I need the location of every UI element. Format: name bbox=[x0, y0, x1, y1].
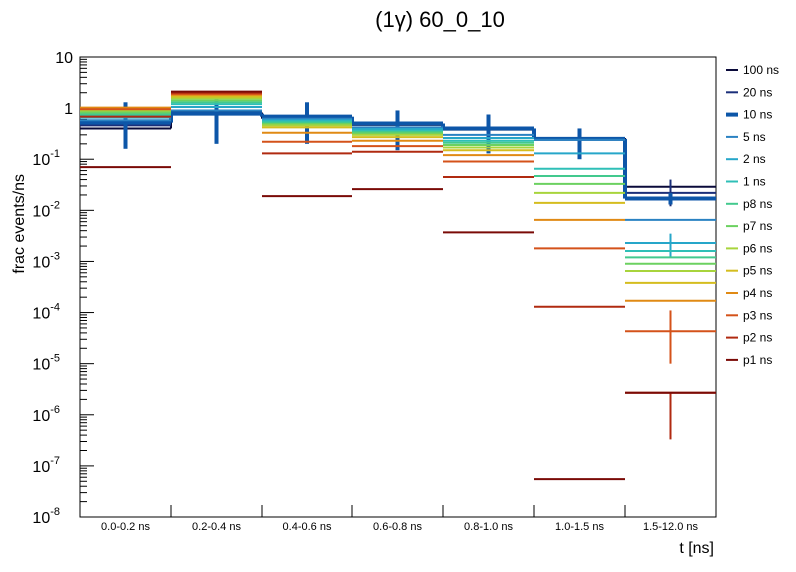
y-tick-label: 10-7 bbox=[32, 455, 60, 476]
legend-item: 1 ns bbox=[726, 175, 766, 189]
series-p3-ns bbox=[80, 92, 716, 364]
y-tick-label: 10 bbox=[55, 50, 73, 67]
legend-item: 20 ns bbox=[726, 85, 772, 99]
legend: 100 ns 20 ns 10 ns 5 ns 2 ns 1 ns p8 ns p7 ns p6… bbox=[726, 63, 779, 367]
x-tick-label: 1.0-1.5 ns bbox=[555, 521, 604, 533]
x-tick-label: 0.8-1.0 ns bbox=[464, 521, 513, 533]
legend-label: 1 ns bbox=[743, 175, 766, 189]
y-tick-label: 10-8 bbox=[32, 506, 60, 527]
series-p1-ns bbox=[80, 90, 716, 481]
legend-label: p7 ns bbox=[743, 219, 772, 233]
x-tick-label: 0.0-0.2 ns bbox=[101, 521, 150, 533]
legend-label: p5 ns bbox=[743, 264, 772, 278]
y-tick-label: 10-4 bbox=[32, 302, 60, 323]
x-tick-label: 1.5-12.0 ns bbox=[643, 521, 699, 533]
legend-item: p5 ns bbox=[726, 264, 772, 278]
legend-item: p1 ns bbox=[726, 353, 772, 367]
legend-label: p1 ns bbox=[743, 353, 772, 367]
x-tick-label: 0.4-0.6 ns bbox=[283, 521, 332, 533]
series-p2-ns bbox=[80, 91, 716, 440]
plot-area: 10-8 10-7 10-6 10-5 10-4 10-3 10-2 10-1 1 10 0.0-0… bbox=[32, 50, 717, 533]
series-p7-ns bbox=[80, 99, 716, 265]
legend-label: p4 ns bbox=[743, 286, 772, 300]
legend-item: p4 ns bbox=[726, 286, 772, 300]
legend-label: p8 ns bbox=[743, 197, 772, 211]
legend-label: 20 ns bbox=[743, 85, 772, 99]
legend-item: p8 ns bbox=[726, 197, 772, 211]
y-tick-label: 10-2 bbox=[32, 199, 60, 220]
series-p6-ns bbox=[80, 97, 716, 273]
legend-item: p6 ns bbox=[726, 241, 772, 255]
x-tick-label: 0.2-0.4 ns bbox=[192, 521, 241, 533]
plot-frame bbox=[79, 56, 717, 518]
y-tick-label: 1 bbox=[64, 101, 73, 118]
legend-item: p2 ns bbox=[726, 331, 772, 345]
legend-label: p6 ns bbox=[743, 241, 772, 255]
legend-item: p7 ns bbox=[726, 219, 772, 233]
y-tick-label: 10-5 bbox=[32, 353, 60, 374]
series-2-ns bbox=[80, 106, 716, 258]
y-axis-label: frac events/ns bbox=[11, 174, 28, 274]
y-tick-label: 10-3 bbox=[32, 250, 60, 271]
legend-label: 10 ns bbox=[743, 108, 772, 122]
legend-item: 5 ns bbox=[726, 130, 766, 144]
chart-title: (1γ) 60_0_10 bbox=[375, 7, 505, 32]
series-p4-ns bbox=[80, 93, 716, 302]
legend-label: p3 ns bbox=[743, 308, 772, 322]
series-5-ns bbox=[80, 109, 716, 221]
x-tick-label: 0.6-0.8 ns bbox=[373, 521, 422, 533]
legend-label: 2 ns bbox=[743, 152, 766, 166]
legend-label: p2 ns bbox=[743, 331, 772, 345]
y-tick-label: 10-6 bbox=[32, 404, 60, 425]
legend-item: 10 ns bbox=[726, 108, 772, 122]
legend-item: 100 ns bbox=[726, 63, 779, 77]
x-axis-label: t [ns] bbox=[679, 540, 714, 557]
legend-item: p3 ns bbox=[726, 308, 772, 322]
series-p8-ns bbox=[80, 101, 716, 259]
y-tick-label: 10-1 bbox=[32, 148, 60, 169]
legend-item: 2 ns bbox=[726, 152, 766, 166]
legend-label: 100 ns bbox=[743, 63, 779, 77]
legend-label: 5 ns bbox=[743, 130, 766, 144]
